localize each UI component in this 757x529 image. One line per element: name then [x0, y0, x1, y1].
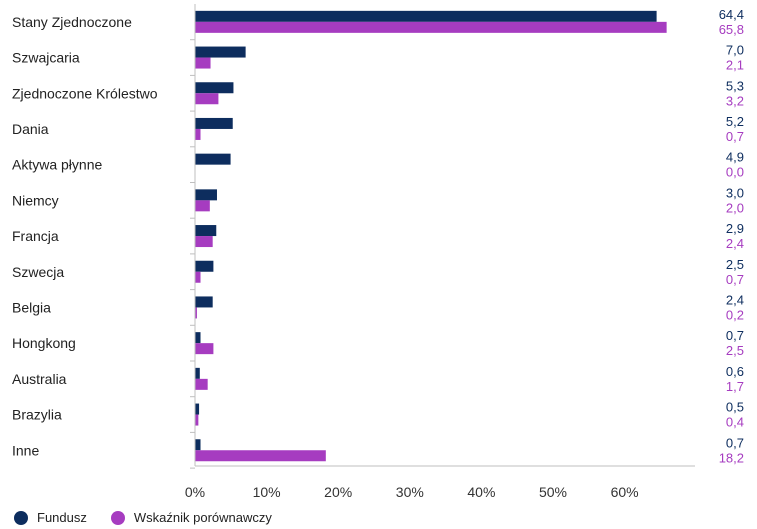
value-label-benchmark: 2,1 — [726, 58, 744, 73]
category-label: Aktywa płynne — [12, 157, 102, 173]
value-label-fundusz: 0,6 — [726, 364, 744, 379]
x-tick-label: 40% — [467, 484, 495, 500]
x-tick-label: 30% — [396, 484, 424, 500]
x-tick-label: 60% — [611, 484, 639, 500]
x-tick-label: 50% — [539, 484, 567, 500]
bar-benchmark — [195, 378, 208, 390]
bar-benchmark — [195, 128, 201, 140]
bar-fundusz — [195, 332, 201, 344]
bar-benchmark — [195, 93, 219, 105]
category-label: Stany Zjednoczone — [12, 14, 132, 30]
value-label-fundusz: 5,3 — [726, 78, 744, 93]
bar-fundusz — [195, 189, 217, 201]
category-label: Belgia — [12, 299, 51, 315]
category-label: Szwajcaria — [12, 50, 80, 66]
value-label-benchmark: 3,2 — [726, 93, 744, 108]
bar-benchmark — [195, 414, 199, 426]
bar-benchmark — [195, 307, 197, 319]
bar-fundusz — [195, 82, 234, 94]
value-label-benchmark: 2,0 — [726, 200, 744, 215]
value-label-benchmark: 2,4 — [726, 236, 744, 251]
bar-benchmark — [195, 200, 210, 212]
value-label-fundusz: 2,4 — [726, 292, 744, 307]
category-label: Hongkong — [12, 335, 76, 351]
value-label-benchmark: 1,7 — [726, 379, 744, 394]
value-label-fundusz: 5,2 — [726, 114, 744, 129]
category-label: Niemcy — [12, 192, 59, 208]
value-label-benchmark: 0,4 — [726, 415, 744, 430]
value-label-benchmark: 65,8 — [719, 22, 744, 37]
value-label-fundusz: 64,4 — [719, 7, 744, 22]
x-tick-label: 20% — [324, 484, 352, 500]
x-tick-label: 10% — [253, 484, 281, 500]
value-label-fundusz: 4,9 — [726, 150, 744, 165]
bar-benchmark — [195, 450, 326, 462]
x-tick-label: 0% — [185, 484, 205, 500]
category-label: Zjednoczone Królestwo — [12, 85, 158, 101]
legend: Fundusz Wskaźnik porównawczy — [14, 510, 296, 525]
value-label-benchmark: 0,7 — [726, 129, 744, 144]
bar-fundusz — [195, 10, 657, 22]
bar-benchmark — [195, 343, 214, 355]
value-label-fundusz: 7,0 — [726, 43, 744, 58]
bar-benchmark — [195, 236, 213, 248]
bar-benchmark — [195, 271, 201, 283]
value-label-benchmark: 2,5 — [726, 343, 744, 358]
value-label-fundusz: 0,5 — [726, 400, 744, 415]
category-label: Brazylia — [12, 407, 62, 423]
value-label-benchmark: 0,7 — [726, 272, 744, 287]
bar-fundusz — [195, 439, 201, 451]
value-label-fundusz: 0,7 — [726, 435, 744, 450]
legend-swatch-fundusz — [14, 510, 28, 525]
value-label-fundusz: 2,9 — [726, 221, 744, 236]
legend-item-benchmark: Wskaźnik porównawczy — [110, 510, 272, 525]
bar-chart: 0% 10% 20% 30% 40% 50% 60% Stany Zjednoczone 64,… — [12, 4, 744, 500]
category-label: Szwecja — [12, 264, 64, 280]
value-label-benchmark: 18,2 — [719, 450, 744, 465]
bar-fundusz — [195, 225, 217, 237]
value-label-fundusz: 3,0 — [726, 185, 744, 200]
value-label-fundusz: 2,5 — [726, 257, 744, 272]
bar-fundusz — [195, 403, 200, 415]
bar-fundusz — [195, 296, 213, 308]
category-label: Dania — [12, 121, 49, 137]
bar-fundusz — [195, 367, 200, 379]
legend-label-fundusz: Fundusz — [37, 510, 87, 525]
bar-benchmark — [195, 21, 667, 33]
bar-benchmark — [195, 57, 211, 69]
category-label: Francja — [12, 228, 59, 244]
bar-fundusz — [195, 117, 233, 129]
legend-swatch-benchmark — [110, 510, 125, 525]
value-label-benchmark: 0,2 — [726, 307, 744, 322]
legend-item-fundusz: Fundusz — [14, 510, 87, 525]
category-label: Inne — [12, 442, 39, 458]
legend-label-benchmark: Wskaźnik porównawczy — [133, 510, 272, 525]
category-label: Australia — [12, 371, 67, 387]
bar-fundusz — [195, 260, 214, 272]
bar-fundusz — [195, 46, 246, 58]
bar-fundusz — [195, 153, 231, 165]
value-label-fundusz: 0,7 — [726, 328, 744, 343]
value-label-benchmark: 0,0 — [726, 165, 744, 180]
